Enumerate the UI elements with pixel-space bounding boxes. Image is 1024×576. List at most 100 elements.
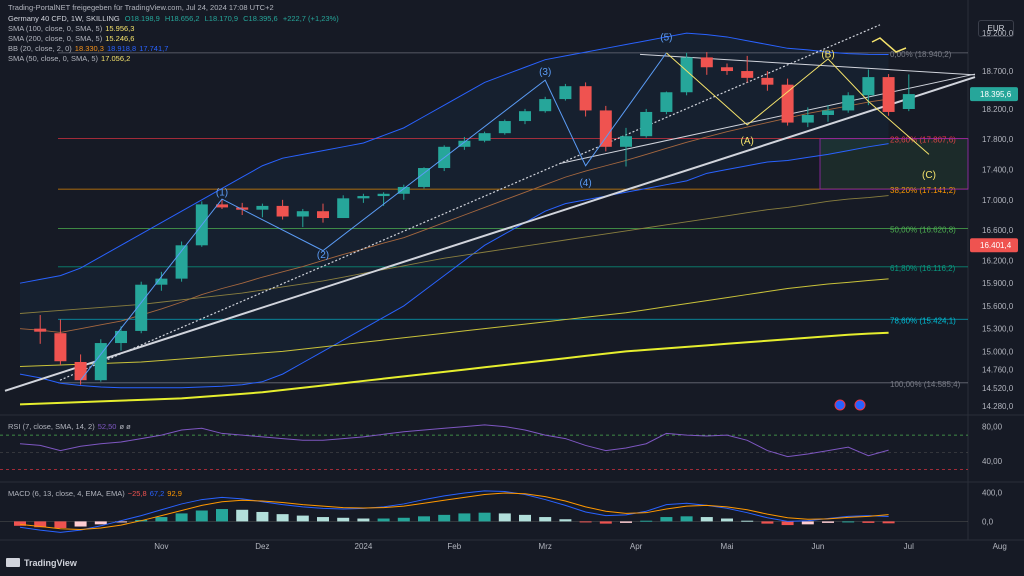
macd-bar (498, 513, 511, 522)
y-tick-label: 16.600,0 (982, 226, 1014, 235)
macd-bar (478, 512, 491, 522)
candle-body (115, 330, 127, 344)
macd-bar (822, 521, 834, 523)
fib-label: 0,00% (18.940,2) (890, 50, 952, 59)
candle-body (397, 186, 410, 194)
candle-body (801, 114, 814, 123)
target-zone (819, 138, 969, 190)
x-tick-label: Nov (154, 542, 168, 551)
price-tag-label: 18.395,6 (980, 90, 1012, 99)
macd-bar (458, 513, 471, 522)
candle-body (862, 77, 875, 96)
macd-bar (34, 521, 47, 528)
macd-bar (680, 516, 693, 522)
y-tick-label: 15.600,0 (982, 302, 1014, 311)
macd-bar (559, 519, 572, 522)
channel-lower (559, 73, 976, 164)
macd-bar (579, 521, 592, 523)
candle-body (822, 110, 834, 115)
macd-bar (377, 518, 390, 522)
x-tick-label: 2024 (355, 542, 373, 551)
macd-bar (882, 521, 895, 524)
macd-bar (539, 517, 552, 522)
wave-label: (4) (579, 178, 591, 189)
candle-body (357, 196, 370, 199)
x-tick-label: Jul (904, 542, 914, 551)
candle-body (135, 284, 148, 331)
macd-bar (256, 511, 269, 522)
x-tick-label: Mrz (539, 542, 552, 551)
fib-label: 61,80% (16.116,2) (890, 264, 956, 273)
y-tick-label: 14.520,0 (982, 384, 1014, 393)
macd-bar (620, 521, 632, 523)
macd-tick-label: 400,0 (982, 488, 1003, 497)
y-tick-label: 17.800,0 (982, 135, 1014, 144)
x-tick-label: Dez (255, 542, 269, 551)
y-tick-label: 16.200,0 (982, 256, 1014, 265)
candle-body (741, 71, 754, 78)
y-tick-label: 14.280,0 (982, 402, 1014, 411)
candle-body (377, 193, 390, 197)
rsi-tick-label: 40,00 (982, 457, 1003, 466)
x-tick-label: Mai (721, 542, 734, 551)
wave-label: (2) (317, 250, 329, 261)
candle-body (458, 140, 471, 147)
candle-body (276, 205, 289, 217)
wave-label: (3) (539, 67, 551, 78)
y-tick-label: 17.000,0 (982, 196, 1014, 205)
candle-body (902, 94, 915, 110)
macd-bar (741, 520, 754, 522)
macd-bar (94, 521, 107, 525)
candle-body (74, 361, 87, 381)
macd-bar (54, 521, 67, 528)
ohlc-low: L18.170,9 (204, 14, 239, 23)
indicator-sma100[interactable]: SMA (100, close, 0, SMA, 5) 15.956,3 (8, 24, 135, 33)
bb-upper-line (19, 32, 889, 284)
y-tick-label: 18.700,0 (982, 67, 1014, 76)
y-tick-label: 15.300,0 (982, 325, 1014, 334)
macd-bar (640, 520, 653, 522)
fib-label: 23,60% (17.807,6) (890, 136, 956, 145)
forecast-arrow (871, 37, 907, 53)
ohlc-high: H18.656,2 (164, 14, 200, 23)
candle-body (216, 204, 228, 208)
trendline-dotted (59, 24, 881, 381)
macd-bar (761, 521, 774, 524)
wave-impulse-path (80, 52, 667, 381)
macd-bar (14, 521, 26, 526)
y-tick-label: 19.200,0 (982, 29, 1014, 38)
macd-bar (296, 515, 309, 522)
wave-label: (C) (922, 170, 936, 181)
rsi-legend[interactable]: RSI (7, close, SMA, 14, 2) 52,50 ø ø (8, 422, 131, 431)
candle-body (680, 57, 693, 93)
candle-body (519, 111, 531, 122)
wave-label: (A) (741, 136, 754, 147)
y-tick-label: 18.200,0 (982, 105, 1014, 114)
macd-bar (236, 509, 249, 522)
currency-button[interactable]: EUR (978, 20, 1014, 37)
fib-label: 50,00% (16.620,8) (890, 226, 956, 235)
indicator-bb[interactable]: BB (20, close, 2, 0) 18.330,3 18.918,8 17.7… (8, 44, 169, 53)
fib-label: 78,60% (15.424,1) (890, 316, 956, 325)
macd-bar (276, 514, 289, 522)
macd-legend[interactable]: MACD (6, 13, close, 4, EMA, EMA) −25,8 67,… (8, 489, 182, 498)
candle-body (761, 77, 774, 85)
price-tag (970, 238, 1018, 253)
macd-bar (357, 518, 370, 522)
candle-body (700, 57, 713, 68)
rsi-tick-label: 80,00 (982, 423, 1003, 432)
y-tick-label: 14.760,0 (982, 366, 1014, 375)
macd-bar (842, 521, 855, 523)
indicator-sma50[interactable]: SMA (50, close, 0, SMA, 5) 17.056,2 (8, 54, 131, 63)
macd-bar (721, 518, 733, 522)
macd-bar (781, 521, 794, 526)
bb-lower-line (19, 143, 889, 389)
indicator-sma200[interactable]: SMA (200, close, 0, SMA, 5) 15.246,6 (8, 34, 135, 43)
fib-label: 38,20% (17.141,2) (890, 186, 956, 195)
candle-body (54, 333, 67, 362)
event-marker (854, 399, 866, 411)
candle-body (418, 168, 430, 187)
sma50-line (19, 195, 889, 314)
y-tick-label: 15.900,0 (982, 279, 1014, 288)
